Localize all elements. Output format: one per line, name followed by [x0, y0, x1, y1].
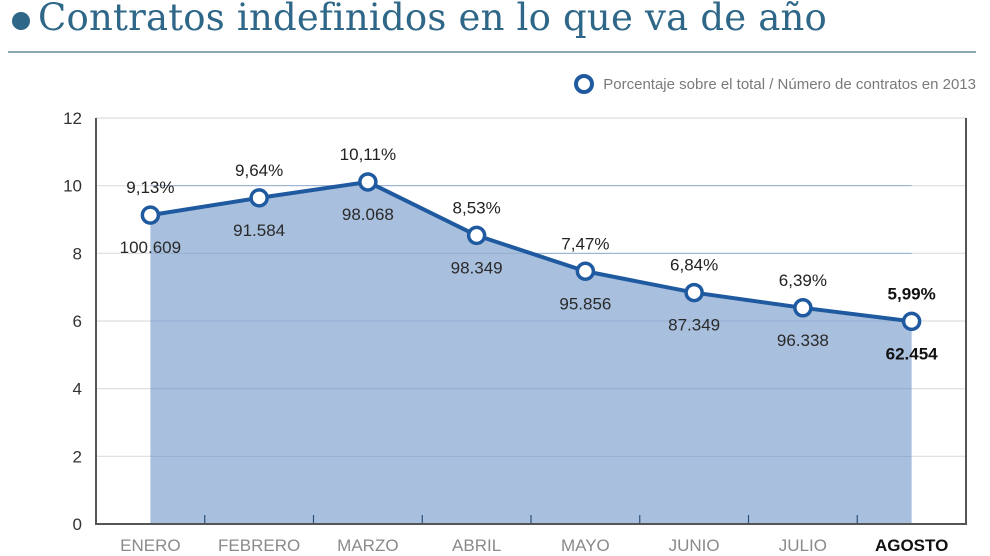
percent-data-label: 10,11%: [340, 145, 396, 164]
contracts-data-label: 98.068: [342, 205, 394, 224]
y-tick-label: 4: [73, 380, 82, 399]
contracts-data-label: 98.349: [451, 258, 503, 277]
data-point: [249, 188, 269, 208]
area-fill: [150, 181, 912, 524]
x-category-label: MAYO: [561, 536, 610, 555]
title-bullet-icon: [12, 12, 30, 30]
percent-data-label: 9,64%: [235, 161, 283, 180]
legend-label: Porcentaje sobre el total / Número de co…: [603, 75, 976, 93]
percent-data-label: 8,53%: [453, 198, 501, 217]
data-point: [358, 172, 378, 192]
chart-title: Contratos indefinidos en lo que va de añ…: [38, 0, 828, 39]
y-tick-label: 10: [63, 177, 82, 196]
x-category-label: FEBRERO: [218, 536, 300, 555]
data-point: [793, 298, 813, 318]
legend: Porcentaje sobre el total / Número de co…: [574, 74, 976, 94]
data-point: [466, 225, 487, 246]
data-point: [140, 205, 161, 225]
title-divider: [8, 51, 976, 53]
y-tick-label: 12: [63, 109, 82, 128]
percent-data-label: 7,47%: [561, 234, 609, 253]
data-point: [684, 282, 704, 303]
data-point: [901, 311, 922, 332]
contracts-data-label: 62.454: [886, 344, 939, 363]
contracts-data-label: 100.609: [120, 238, 181, 257]
data-point: [575, 261, 596, 282]
contracts-data-label: 96.338: [777, 331, 829, 350]
series-line: [150, 179, 912, 324]
percent-data-label: 9,13%: [126, 178, 174, 197]
y-tick-label: 6: [73, 312, 82, 331]
x-category-label: JUNIO: [669, 536, 720, 555]
x-category-label: AGOSTO: [875, 536, 948, 555]
legend-circle-marker-icon: [574, 74, 595, 94]
x-category-label: MARZO: [337, 536, 398, 555]
percent-data-label: 5,99%: [888, 284, 936, 303]
chart-header: Contratos indefinidos en lo que va de añ…: [8, 0, 976, 53]
contracts-data-label: 87.349: [668, 316, 720, 335]
x-category-label: ABRIL: [452, 536, 501, 555]
x-category-label: JULIO: [779, 536, 827, 555]
y-tick-label: 0: [73, 515, 82, 534]
contracts-data-label: 95.856: [559, 294, 611, 313]
y-tick-label: 2: [73, 447, 82, 466]
contracts-data-label: 91.584: [233, 221, 285, 240]
percent-data-label: 6,84%: [670, 256, 718, 275]
percent-data-label: 6,39%: [779, 271, 827, 290]
x-category-label: ENERO: [120, 536, 180, 555]
y-tick-label: 8: [73, 244, 82, 263]
